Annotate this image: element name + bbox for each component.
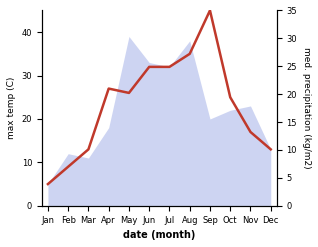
- Y-axis label: max temp (C): max temp (C): [7, 77, 16, 139]
- Y-axis label: med. precipitation (kg/m2): med. precipitation (kg/m2): [302, 47, 311, 169]
- X-axis label: date (month): date (month): [123, 230, 196, 240]
